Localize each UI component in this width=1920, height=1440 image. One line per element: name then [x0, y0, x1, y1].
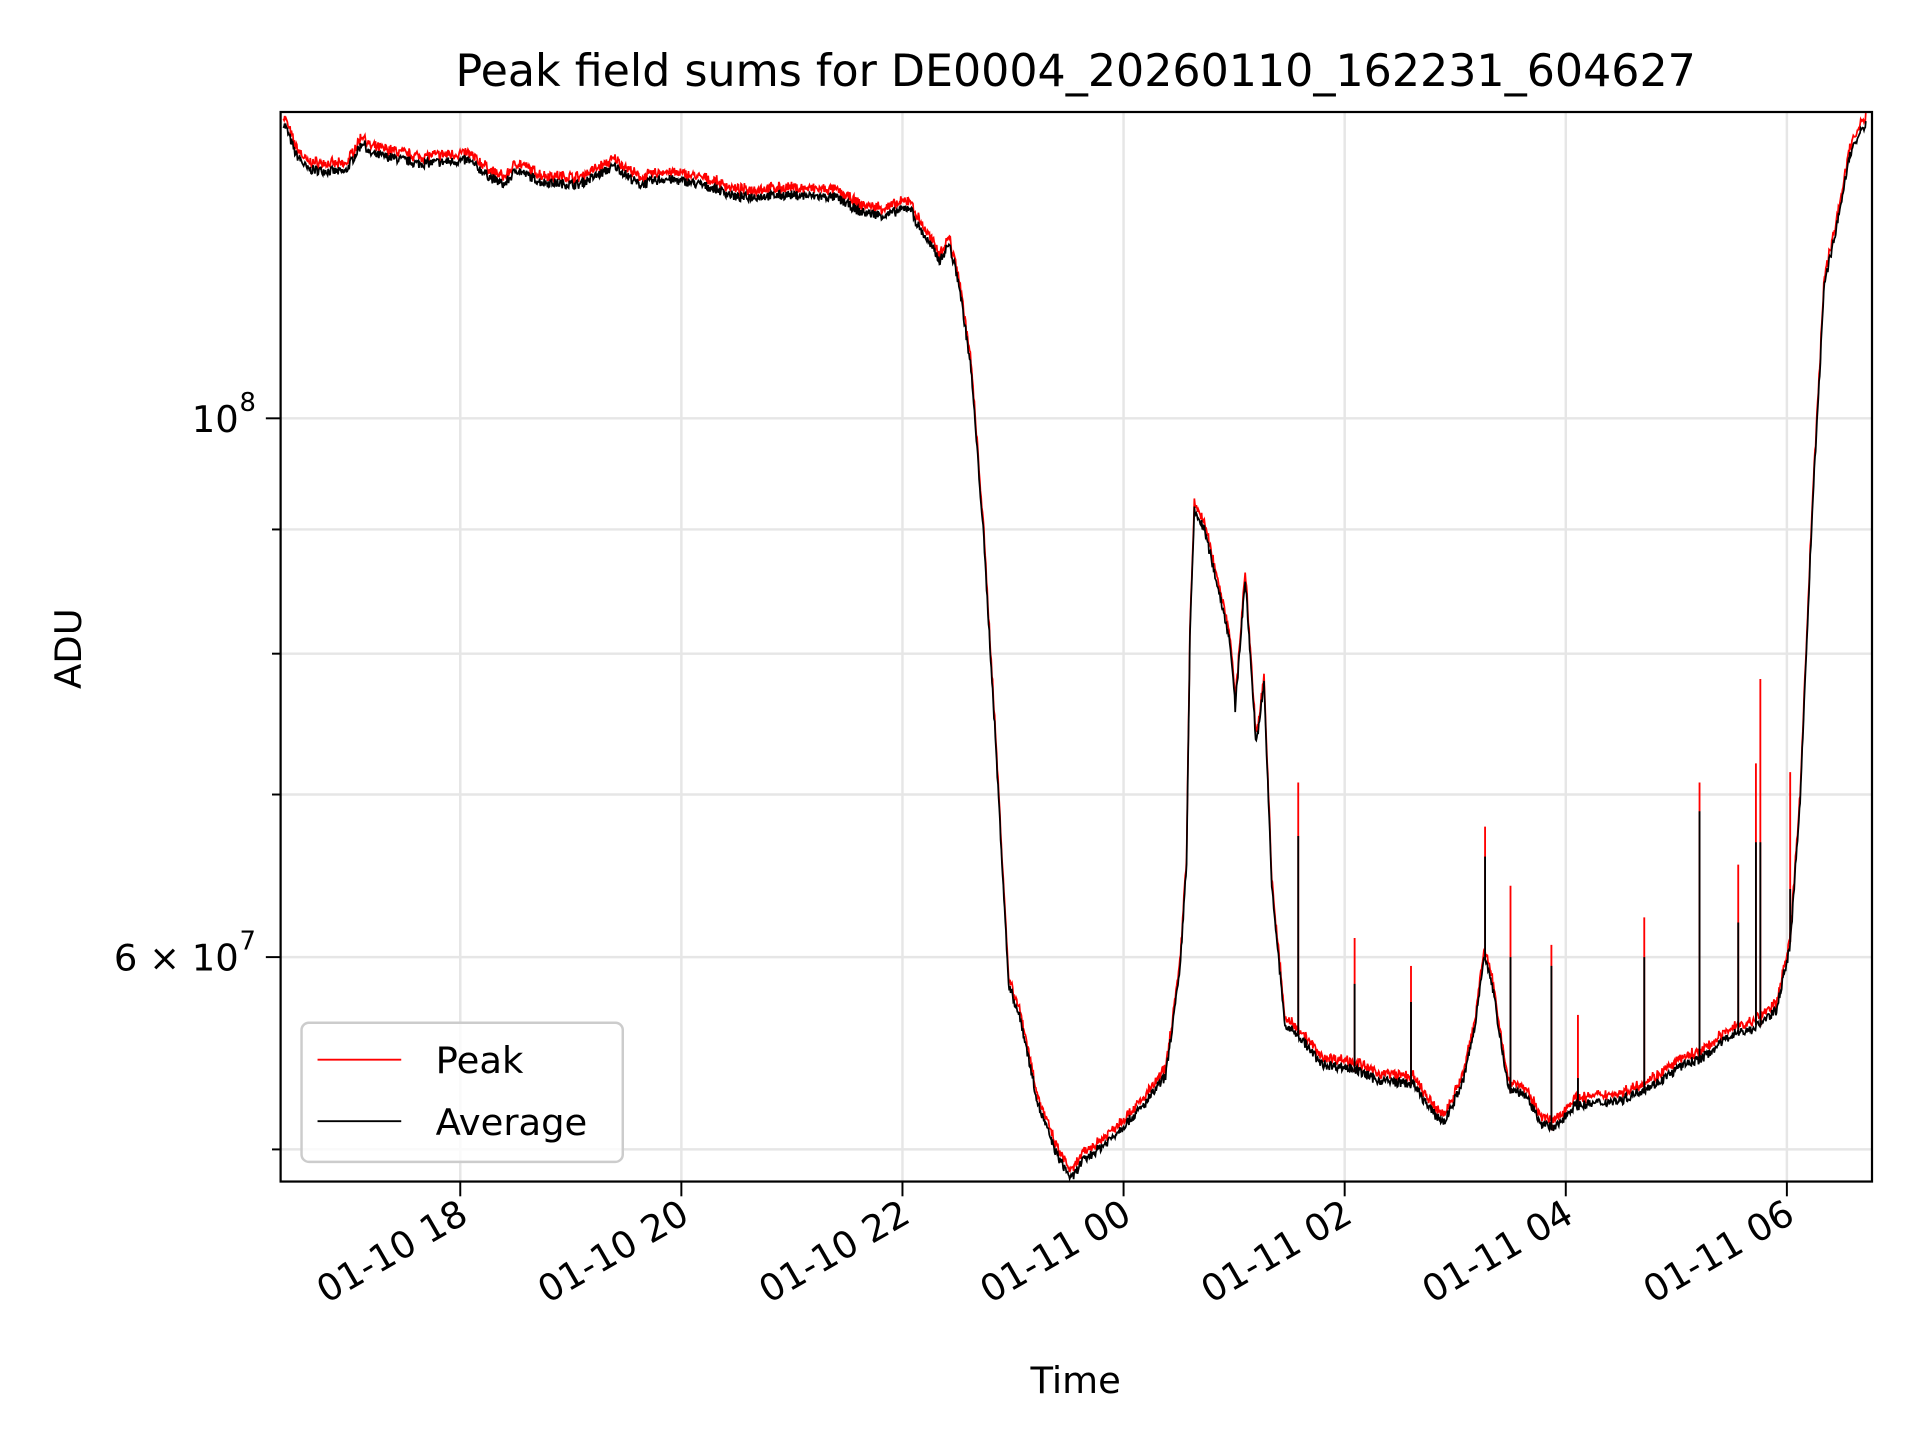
legend-label-peak: Peak — [436, 1039, 524, 1082]
x-axis-label: Time — [1030, 1359, 1121, 1402]
peak-series-line — [282, 112, 1867, 1173]
average-series-line — [282, 121, 1867, 1182]
y-tick-label: 6 × 10 — [114, 937, 239, 980]
legend-label-average: Average — [436, 1101, 588, 1144]
chart-title: Peak field sums for DE0004_20260110_1622… — [456, 46, 1696, 97]
y-tick-label-exponent: 7 — [240, 927, 256, 957]
plot-area — [282, 112, 1867, 1182]
legend-box — [300, 1021, 624, 1164]
legend: Peak Average — [300, 1021, 624, 1164]
grid — [280, 112, 1872, 1182]
axes-frame — [279, 110, 1874, 1183]
y-tick-label-exponent: 8 — [240, 388, 256, 418]
y-tick-label: 10 — [192, 398, 239, 441]
y-axis-label: ADU — [47, 608, 90, 689]
